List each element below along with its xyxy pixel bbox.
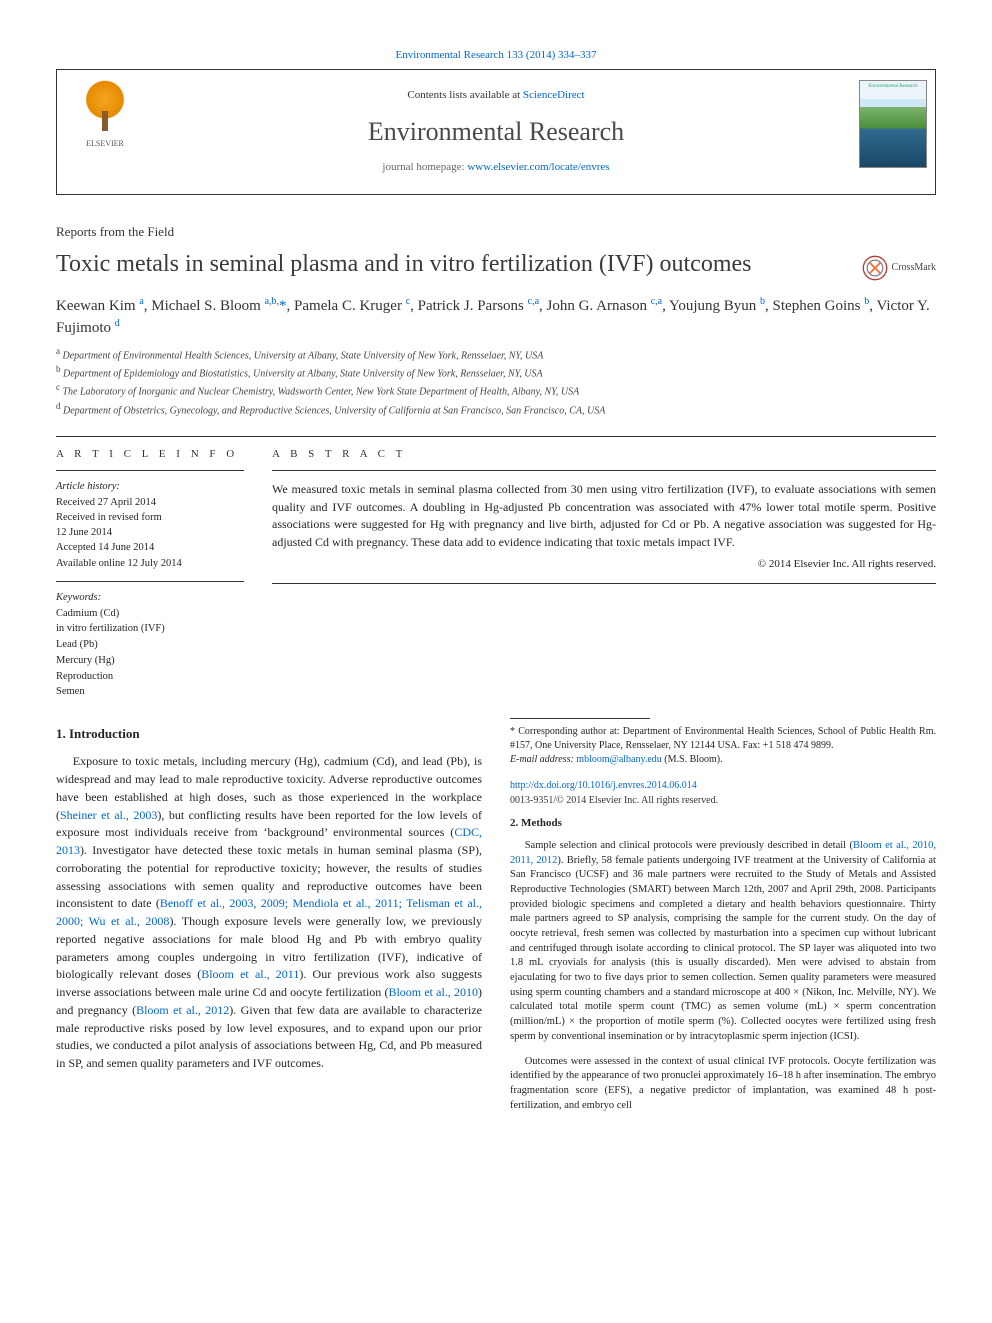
history-line: Available online 12 July 2014 xyxy=(56,556,244,571)
journal-citation: Environmental Research 133 (2014) 334–33… xyxy=(56,48,936,63)
ref-bloom-2011[interactable]: Bloom et al., 2011 xyxy=(201,967,299,981)
history-label: Article history: xyxy=(56,479,244,494)
methods-para-1: Sample selection and clinical protocols … xyxy=(510,839,936,1045)
t: ). Briefly, 58 female patients undergoin… xyxy=(510,855,936,1042)
email-line: E-mail address: mbloom@albany.edu (M.S. … xyxy=(510,753,936,767)
article-title: Toxic metals in seminal plasma and in vi… xyxy=(56,249,846,279)
keywords-block: Keywords: Cadmium (Cd)in vitro fertiliza… xyxy=(56,581,244,700)
abstract-text: We measured toxic metals in seminal plas… xyxy=(272,482,936,548)
journal-header: ELSEVIER Environmental Research Contents… xyxy=(56,69,936,194)
intro-heading: 1. Introduction xyxy=(56,724,482,743)
page-footer: http://dx.doi.org/10.1016/j.envres.2014.… xyxy=(510,779,936,809)
crossmark-badge[interactable]: CrossMark xyxy=(862,255,936,281)
article-info-heading: A R T I C L E I N F O xyxy=(56,447,244,462)
corresponding-author-note: * Corresponding author at: Department of… xyxy=(510,725,936,753)
footnotes: * Corresponding author at: Department of… xyxy=(510,725,936,767)
methods-heading: 2. Methods xyxy=(510,815,936,831)
keyword-item: Reproduction xyxy=(56,669,244,685)
ref-bloom-2012[interactable]: Bloom et al., 2012 xyxy=(136,1003,229,1017)
intro-para-1: Exposure to toxic metals, including merc… xyxy=(56,753,482,1073)
affiliation-line: d Department of Obstetrics, Gynecology, … xyxy=(56,400,936,418)
body-columns: 1. Introduction Exposure to toxic metals… xyxy=(56,718,936,1113)
homepage-line: journal homepage: www.elsevier.com/locat… xyxy=(157,160,835,175)
ref-sheiner-2003[interactable]: Sheiner et al., 2003 xyxy=(60,808,157,822)
doi-link[interactable]: http://dx.doi.org/10.1016/j.envres.2014.… xyxy=(510,780,697,791)
article-type: Reports from the Field xyxy=(56,223,936,241)
affiliations: a Department of Environmental Health Sci… xyxy=(56,345,936,418)
author-list: Keewan Kim a, Michael S. Bloom a,b,*, Pa… xyxy=(56,295,936,339)
elsevier-label: ELSEVIER xyxy=(65,138,145,149)
journal-cover-thumb: Environmental Research xyxy=(859,80,927,168)
t: Sample selection and clinical protocols … xyxy=(525,840,853,851)
footnote-separator xyxy=(510,718,650,719)
keyword-item: Lead (Pb) xyxy=(56,637,244,653)
article-info-sidebar: A R T I C L E I N F O Article history: R… xyxy=(56,447,244,700)
journal-homepage-link[interactable]: www.elsevier.com/locate/envres xyxy=(467,161,609,173)
methods-para-2: Outcomes were assessed in the context of… xyxy=(510,1055,936,1114)
email-label: E-mail address: xyxy=(510,754,576,765)
crossmark-icon xyxy=(862,255,888,281)
article-history: Article history: Received 27 April 2014R… xyxy=(56,470,244,570)
crossmark-label: CrossMark xyxy=(892,261,936,275)
affiliation-line: a Department of Environmental Health Sci… xyxy=(56,345,936,363)
journal-name: Environmental Research xyxy=(157,114,835,150)
keyword-item: Mercury (Hg) xyxy=(56,653,244,669)
issn-copyright: 0013-9351/© 2014 Elsevier Inc. All right… xyxy=(510,794,936,809)
abstract-body: We measured toxic metals in seminal plas… xyxy=(272,470,936,584)
abstract-heading: A B S T R A C T xyxy=(272,447,936,462)
cover-caption: Environmental Research xyxy=(860,81,926,99)
history-line: 12 June 2014 xyxy=(56,525,244,540)
affiliation-line: c The Laboratory of Inorganic and Nuclea… xyxy=(56,381,936,399)
ref-bloom-2010[interactable]: Bloom et al., 2010 xyxy=(388,985,478,999)
elsevier-tree-icon xyxy=(77,80,133,136)
history-line: Received in revised form xyxy=(56,510,244,525)
journal-citation-link[interactable]: Environmental Research 133 (2014) 334–33… xyxy=(395,49,596,61)
abstract-copyright: © 2014 Elsevier Inc. All rights reserved… xyxy=(272,557,936,573)
contents-prefix: Contents lists available at xyxy=(407,89,522,101)
corresponding-email-link[interactable]: mbloom@albany.edu xyxy=(576,754,662,765)
email-suffix: (M.S. Bloom). xyxy=(662,754,723,765)
history-line: Received 27 April 2014 xyxy=(56,495,244,510)
abstract-column: A B S T R A C T We measured toxic metals… xyxy=(272,447,936,700)
contents-line: Contents lists available at ScienceDirec… xyxy=(157,88,835,103)
keyword-item: Semen xyxy=(56,684,244,700)
affiliation-line: b Department of Epidemiology and Biostat… xyxy=(56,363,936,381)
keyword-item: in vitro fertilization (IVF) xyxy=(56,621,244,637)
keywords-label: Keywords: xyxy=(56,590,244,606)
sciencedirect-link[interactable]: ScienceDirect xyxy=(523,89,585,101)
keyword-item: Cadmium (Cd) xyxy=(56,606,244,622)
section-rule xyxy=(56,436,936,437)
history-line: Accepted 14 June 2014 xyxy=(56,540,244,555)
elsevier-logo: ELSEVIER xyxy=(65,80,145,149)
homepage-prefix: journal homepage: xyxy=(382,161,467,173)
